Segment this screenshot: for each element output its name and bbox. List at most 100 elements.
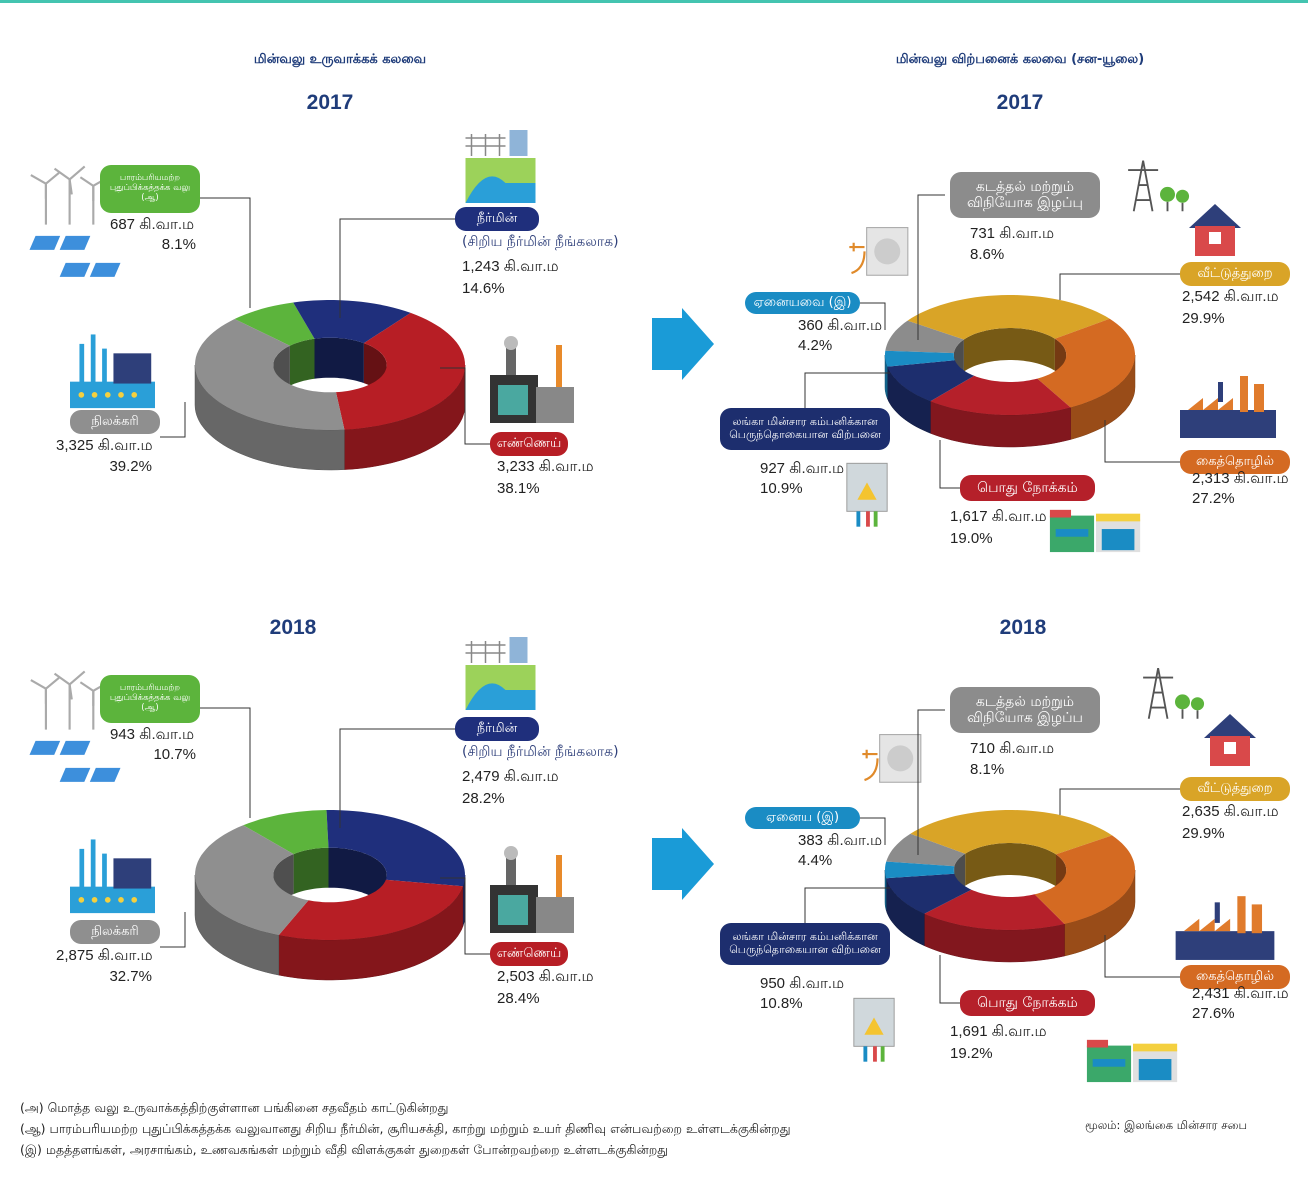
arrow bbox=[652, 308, 714, 380]
value-label: 8.1% bbox=[162, 236, 196, 254]
amount-label: 950 கி.வா.ம bbox=[760, 975, 844, 993]
value-label: 32.7% bbox=[109, 968, 152, 986]
icon bbox=[490, 846, 574, 933]
amount-label: 731 கி.வா.ம bbox=[970, 225, 1054, 243]
icon bbox=[1189, 204, 1241, 256]
leader-line bbox=[940, 440, 960, 488]
donut-inner-wall bbox=[294, 848, 329, 894]
value-label: 38.1% bbox=[497, 480, 540, 498]
value-label: 8.1% bbox=[970, 761, 1004, 779]
annotation: (சிறிய நீர்மின் நீங்கலாக) bbox=[462, 744, 619, 761]
leader-line bbox=[200, 708, 250, 818]
value-label: 10.7% bbox=[153, 746, 196, 764]
leader-line bbox=[1105, 420, 1180, 462]
value-label: 28.2% bbox=[462, 790, 505, 808]
category-label: கடத்தல் மற்றும் விநியோக இழப்ப bbox=[950, 687, 1100, 733]
leader-line bbox=[940, 955, 960, 1003]
annotation: (சிறிய நீர்மின் நீங்கலாக) bbox=[462, 234, 619, 251]
amount-label: 2,542 கி.வா.ம bbox=[1182, 288, 1279, 306]
amount-label: 943 கி.வா.ம bbox=[110, 726, 194, 744]
donut-inner-wall bbox=[290, 339, 315, 386]
category-label: நிலக்கரி bbox=[70, 920, 160, 944]
value-label: 39.2% bbox=[109, 458, 152, 476]
amount-label: 3,325 கி.வா.ம bbox=[56, 437, 153, 455]
amount-label: 383 கி.வா.ம bbox=[798, 832, 882, 850]
icon bbox=[1050, 510, 1140, 552]
category-label: லங்கா மின்சார கம்பனிக்கான பெருந்தொகையான … bbox=[720, 408, 890, 450]
leader-line bbox=[1060, 274, 1180, 300]
amount-label: 3,233 கி.வா.ம bbox=[497, 458, 594, 476]
leader-line bbox=[805, 373, 890, 408]
icon bbox=[849, 228, 908, 276]
section-heading: மின்வலு உருவாக்கக் கலவை bbox=[254, 52, 426, 68]
leader-line bbox=[200, 198, 250, 308]
amount-label: 2,431 கி.வா.ம bbox=[1192, 985, 1289, 1003]
icon bbox=[1087, 1040, 1177, 1082]
leader-line bbox=[160, 402, 185, 437]
amount-label: 2,313 கி.வா.ம bbox=[1192, 470, 1289, 488]
category-label: கடத்தல் மற்றும் விநியோக இழப்பு bbox=[950, 172, 1100, 218]
value-label: 27.6% bbox=[1192, 1005, 1235, 1023]
category-label: ஏனையவை (இ) bbox=[745, 292, 860, 314]
amount-label: 710 கி.வா.ம bbox=[970, 740, 1054, 758]
category-label: வீட்டுத்துறை bbox=[1180, 777, 1290, 801]
category-label: எண்ணெய் bbox=[490, 432, 568, 456]
amount-label: 2,875 கி.வா.ம bbox=[56, 947, 153, 965]
value-label: 4.2% bbox=[798, 337, 832, 355]
icon bbox=[1180, 376, 1276, 438]
icon bbox=[466, 130, 536, 203]
chart-title: 2017 bbox=[997, 90, 1044, 115]
value-label: 28.4% bbox=[497, 990, 540, 1008]
amount-label: 2,503 கி.வா.ம bbox=[497, 968, 594, 986]
category-label: நிலக்கரி bbox=[70, 410, 160, 434]
leader-line bbox=[160, 912, 185, 947]
value-label: 8.6% bbox=[970, 246, 1004, 264]
category-label: வீட்டுத்துறை bbox=[1180, 262, 1290, 286]
icon bbox=[70, 839, 155, 913]
footnote: (ஆ) பாரம்பரியமற்ற புதுப்பிக்கத்தக்க வலுவ… bbox=[20, 1121, 791, 1136]
value-label: 29.9% bbox=[1182, 310, 1225, 328]
icon bbox=[854, 998, 894, 1061]
footnote: (இ) மதத்தளங்கள், அரசாங்கம், உணவகங்கள் மற… bbox=[20, 1142, 668, 1157]
category-label: எண்ணெய் bbox=[490, 942, 568, 966]
leader-line bbox=[805, 888, 890, 923]
value-label: 10.8% bbox=[760, 995, 803, 1013]
icon bbox=[466, 637, 536, 710]
donut-inner-wall bbox=[965, 843, 1056, 886]
category-label: பொது நோக்கம் bbox=[960, 990, 1095, 1016]
section-heading: மின்வலு விற்பனைக் கலவை (சன-யூலை) bbox=[896, 52, 1144, 68]
value-label: 19.2% bbox=[950, 1045, 993, 1063]
donut-inner-wall bbox=[964, 328, 1055, 372]
amount-label: 360 கி.வா.ம bbox=[798, 317, 882, 335]
amount-label: 1,617 கி.வா.ம bbox=[950, 508, 1047, 526]
amount-label: 1,243 கி.வா.ம bbox=[462, 258, 559, 276]
icon bbox=[847, 463, 887, 526]
icon bbox=[490, 336, 574, 423]
leader-line bbox=[1105, 935, 1180, 977]
infographic: மின்வலு உருவாக்கக் கலவை மின்வலு விற்பனைக… bbox=[0, 0, 1308, 1183]
category-label: நீர்மின் bbox=[455, 207, 539, 231]
value-label: 27.2% bbox=[1192, 490, 1235, 508]
leader-line bbox=[1060, 789, 1180, 815]
value-label: 14.6% bbox=[462, 280, 505, 298]
amount-label: 1,691 கி.வா.ம bbox=[950, 1023, 1047, 1041]
chart-title: 2017 bbox=[307, 90, 354, 115]
arrow bbox=[652, 828, 714, 900]
value-label: 4.4% bbox=[798, 852, 832, 870]
top-rule bbox=[0, 0, 1308, 3]
value-label: 10.9% bbox=[760, 480, 803, 498]
icon bbox=[1128, 161, 1189, 212]
chart-title: 2018 bbox=[1000, 615, 1047, 640]
footnote: (அ) மொத்த வலு உருவாக்கத்திற்குள்ளான பங்க… bbox=[20, 1100, 449, 1115]
chart-title: 2018 bbox=[270, 615, 317, 640]
source: மூலம்: இலங்கை மின்சார சபை bbox=[1085, 1119, 1247, 1133]
icon bbox=[70, 334, 155, 408]
amount-label: 2,635 கி.வா.ம bbox=[1182, 803, 1279, 821]
icon bbox=[1204, 714, 1256, 766]
icon bbox=[1176, 896, 1275, 960]
icon bbox=[1143, 668, 1204, 719]
donut-inner-wall bbox=[315, 338, 364, 383]
category-label: ஏனைய (இ) bbox=[745, 807, 860, 829]
category-label: பொது நோக்கம் bbox=[960, 475, 1095, 501]
category-label: லங்கா மின்சார கம்பனிக்கான பெருந்தொகையான … bbox=[720, 923, 890, 965]
